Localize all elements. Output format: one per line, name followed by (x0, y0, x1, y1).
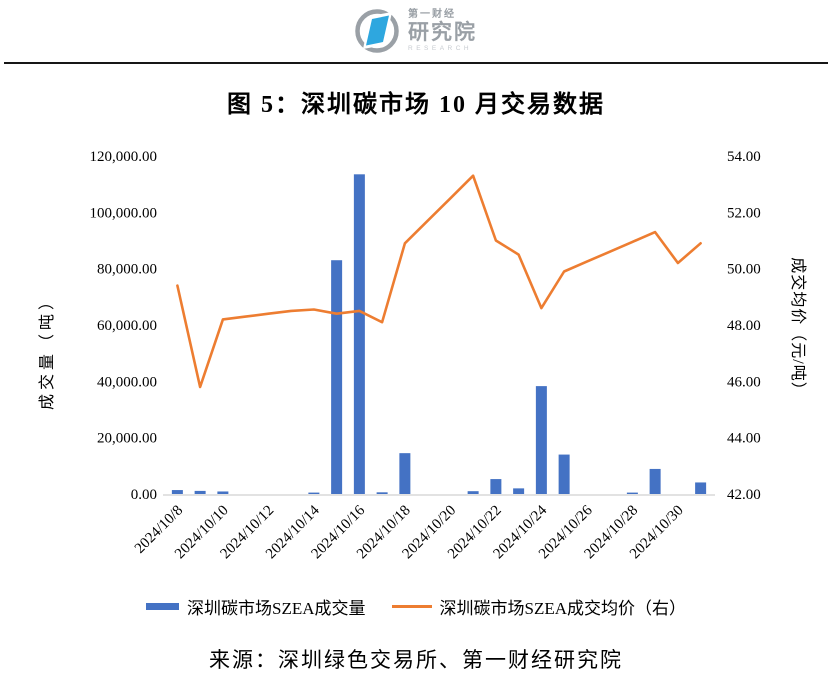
price-line-swatch (391, 605, 432, 608)
price-line (176, 174, 702, 389)
volume-bar (535, 386, 547, 494)
left-axis-tick: 40,000.00 (97, 374, 157, 390)
legend-label-price: 深圳碳市场SZEA成交均价（右） (439, 599, 687, 618)
right-axis-tick: 48.00 (727, 318, 761, 334)
logo-brand-top: 第一财经 (408, 8, 456, 20)
legend-label-volume: 深圳碳市场SZEA成交量 (187, 599, 366, 618)
volume-bar (353, 174, 365, 494)
volume-bar (171, 490, 183, 494)
right-axis-tick: 52.00 (727, 205, 761, 221)
volume-bar (399, 453, 411, 494)
right-axis-tick: 54.00 (727, 149, 761, 165)
volume-bar (490, 479, 502, 494)
right-axis-tick: 42.00 (727, 487, 761, 503)
volume-bar (331, 260, 343, 494)
header-divider (4, 62, 828, 64)
left-axis-tick: 0.00 (131, 487, 157, 503)
volume-bar (217, 491, 229, 494)
yicai-logo-icon (355, 9, 399, 53)
volume-bar (376, 492, 388, 494)
right-axis-tick: 46.00 (727, 374, 761, 390)
legend-item-volume: 深圳碳市场SZEA成交量 (146, 594, 366, 619)
volume-bar (467, 491, 479, 494)
volume-bar (649, 468, 661, 494)
source-note: 来源：深圳绿色交易所、第一财经研究院 (209, 648, 623, 672)
left-axis-tick: 20,000.00 (97, 431, 157, 447)
volume-bar-swatch (146, 603, 179, 610)
left-axis-tick: 60,000.00 (97, 318, 157, 334)
right-axis-tick: 50.00 (727, 262, 761, 278)
volume-bar (626, 492, 638, 494)
volume-bar (308, 492, 320, 494)
logo-brand-main: 研究院 (408, 20, 477, 44)
right-axis-title: 成交均价（元/吨） (789, 257, 807, 398)
volume-bar (513, 488, 525, 494)
left-axis-tick: 100,000.00 (90, 205, 158, 221)
left-axis-title: 成交量（吨） (38, 290, 56, 410)
chart-legend: 深圳碳市场SZEA成交量 深圳碳市场SZEA成交均价（右） (0, 594, 832, 619)
chart-title: 图 5：深圳碳市场 10 月交易数据 (227, 92, 605, 118)
yicai-research-logo: 第一财经 研究院 RESEARCH (354, 3, 494, 59)
volume-bar (194, 490, 206, 494)
left-axis-tick: 80,000.00 (97, 262, 157, 278)
left-axis-tick: 120,000.00 (90, 149, 158, 165)
volume-bar (695, 482, 707, 494)
volume-bar (558, 454, 570, 494)
legend-item-price: 深圳碳市场SZEA成交均价（右） (391, 594, 687, 619)
combo-chart: 0.00 20,000.00 40,000.00 60,000.00 80,000.00… (38, 149, 807, 562)
logo-brand-sub: RESEARCH (408, 44, 473, 52)
right-axis-tick: 44.00 (727, 431, 761, 447)
